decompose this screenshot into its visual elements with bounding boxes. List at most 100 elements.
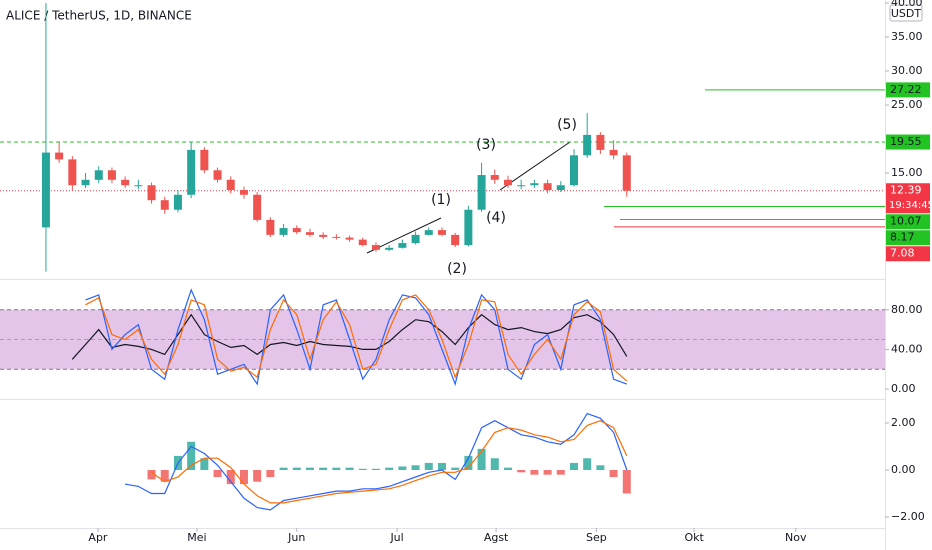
wave-label: (3) [476, 137, 496, 153]
candle-body [226, 179, 235, 190]
histogram-bar [596, 465, 605, 470]
indicator-line [151, 420, 628, 504]
price-label-box [886, 82, 930, 98]
histogram-bar [437, 462, 446, 470]
price-label: 8.17 [890, 231, 915, 244]
histogram-bar [622, 469, 631, 494]
histogram-bar [187, 441, 196, 470]
histogram-bar [239, 469, 248, 485]
candle-body [530, 183, 539, 186]
candle-body [173, 194, 182, 210]
y-tick-label: 80.00 [891, 303, 923, 316]
candle-body [292, 228, 301, 233]
candle-body [147, 185, 156, 201]
candle-body [187, 149, 196, 195]
histogram-bar [464, 455, 473, 470]
candle-body [398, 243, 407, 248]
histogram-bar [371, 468, 380, 470]
candle-body [239, 189, 248, 195]
histogram-bar [147, 469, 156, 480]
candle-body [160, 200, 169, 210]
candle-body [371, 245, 380, 250]
y-tick-label: 40.00 [891, 0, 923, 9]
y-tick-label: 35.00 [891, 30, 923, 43]
candle-body [81, 179, 90, 186]
candle-body [622, 155, 631, 191]
candle-body [358, 239, 367, 246]
histogram-bar [398, 466, 407, 470]
candle-body [305, 232, 314, 235]
y-tick-label: 2.00 [891, 416, 916, 429]
candle-body [464, 209, 473, 246]
candle-body [345, 237, 354, 240]
candle-body [411, 234, 420, 244]
candle-body [266, 219, 275, 235]
histogram-bar [213, 469, 222, 478]
price-label: 7.08 [890, 247, 915, 260]
price-label-box [886, 214, 930, 230]
candle-body [107, 170, 116, 180]
histogram-bar [609, 469, 618, 478]
histogram-bar [292, 467, 301, 470]
price-label: 27.22 [890, 83, 922, 96]
candle-body [437, 230, 446, 235]
histogram-bar [530, 469, 539, 475]
y-tick-label: 15.00 [891, 166, 923, 179]
candle-body [41, 152, 50, 228]
histogram-bar [266, 469, 275, 478]
indicator-line [124, 412, 628, 511]
histogram-bar [160, 469, 169, 482]
candle-body [477, 175, 486, 210]
wave-label: (4) [486, 210, 506, 226]
candle-body [385, 247, 394, 250]
histogram-bar [385, 467, 394, 470]
currency-box [889, 4, 923, 22]
histogram-bar [424, 462, 433, 470]
price-label-box [886, 230, 930, 246]
histogram-bar [490, 458, 499, 470]
countdown: 19:34:45 [889, 200, 932, 211]
y-tick-label: 0.00 [891, 463, 916, 476]
candle-body [94, 170, 103, 180]
histogram-bar [583, 458, 592, 470]
candle-body [596, 134, 605, 150]
candle-body [134, 185, 143, 187]
candle-body [200, 149, 209, 171]
candle-body [253, 194, 262, 220]
candle-body [451, 234, 460, 246]
histogram-bar [200, 458, 209, 470]
currency: USDT [891, 7, 922, 20]
histogram-bar [411, 465, 420, 470]
histogram-bar [345, 467, 354, 470]
candle-body [583, 134, 592, 156]
histogram-bar [253, 469, 262, 482]
x-tick-label: Sep [586, 531, 607, 544]
histogram-bar [543, 469, 552, 475]
histogram-bar [226, 469, 235, 485]
candle-body [569, 155, 578, 186]
histogram-bar [517, 469, 526, 473]
candle-body [543, 183, 552, 190]
histogram-bar [503, 467, 512, 470]
y-tick-label: 40.00 [891, 342, 923, 355]
y-tick-label: 0.00 [891, 382, 916, 395]
wave-label: (2) [447, 261, 467, 277]
x-tick-label: Apr [88, 531, 108, 544]
price-label-box [886, 134, 930, 150]
histogram-bar [279, 467, 288, 470]
histogram-bar [358, 468, 367, 470]
candle-body [319, 234, 328, 237]
candle-body [503, 179, 512, 186]
candle-body [332, 236, 341, 238]
candle-body [279, 228, 288, 235]
indicator-line [85, 288, 628, 387]
price-label: 12.39 [890, 184, 922, 197]
histogram-bar [569, 462, 578, 470]
x-tick-label: Jul [389, 531, 403, 544]
y-tick-label: −2.00 [891, 510, 925, 523]
histogram-bar [451, 467, 460, 470]
candle-body [213, 170, 222, 180]
histogram-bar [319, 467, 328, 470]
price-label: 19.55 [890, 135, 922, 148]
